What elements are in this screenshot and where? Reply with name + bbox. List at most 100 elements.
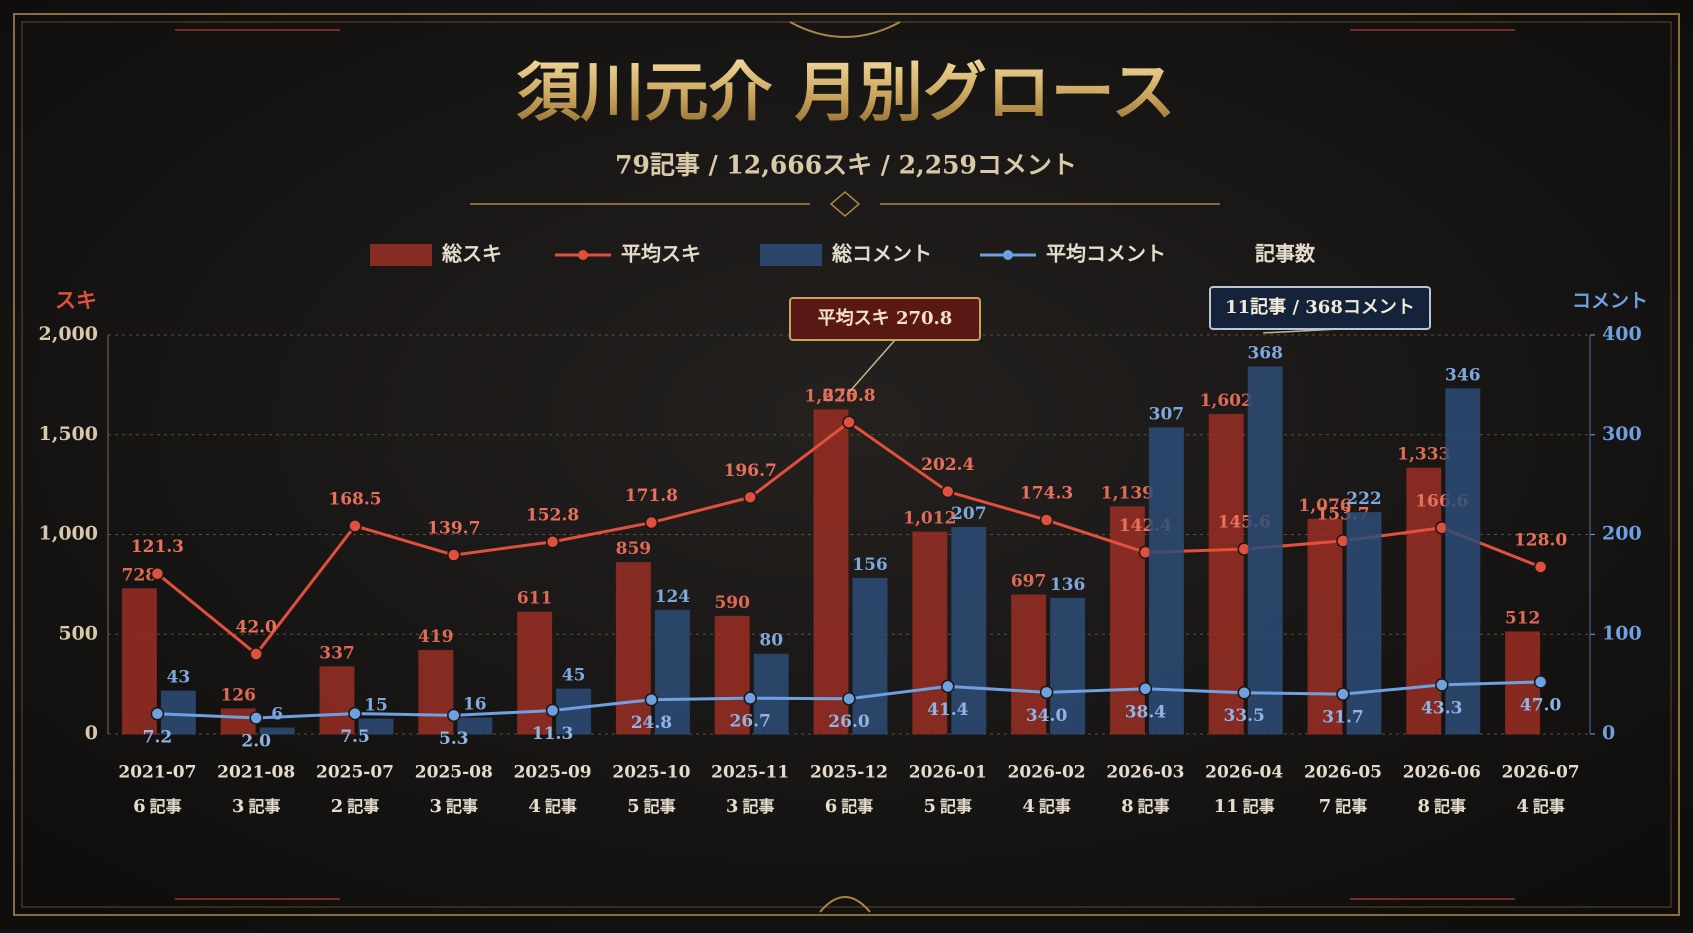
x-count-label: 2 記事 bbox=[331, 796, 380, 817]
bar bbox=[951, 527, 987, 735]
bar bbox=[1406, 467, 1442, 735]
y-tick-label: 500 bbox=[58, 622, 98, 644]
bar bbox=[1208, 413, 1244, 735]
bar bbox=[1307, 518, 1343, 735]
bar-label: 80 bbox=[759, 631, 783, 651]
bar-label: 45 bbox=[562, 666, 586, 686]
annotation-box bbox=[789, 297, 981, 341]
y2-tick-label: 400 bbox=[1602, 323, 1642, 345]
x-count-label: 5 記事 bbox=[924, 796, 973, 817]
line-point bbox=[249, 711, 263, 725]
line-point bbox=[842, 415, 856, 430]
bar bbox=[1148, 427, 1184, 735]
annotation-text: 11記事 / 368コメント bbox=[1225, 296, 1415, 318]
line-label: 7.5 bbox=[340, 727, 370, 747]
line-point bbox=[1533, 675, 1548, 689]
bar-label: 1,139 bbox=[1101, 483, 1154, 503]
count-unit: 記事 bbox=[1434, 797, 1466, 816]
y2-axis-title: コメント bbox=[1572, 290, 1648, 312]
bar-label: 512 bbox=[1505, 608, 1541, 628]
line-point bbox=[743, 490, 757, 505]
x-tick-label: 2026-05 bbox=[1304, 763, 1382, 783]
line-point bbox=[1039, 513, 1054, 527]
line-label: 5.3 bbox=[439, 729, 469, 749]
y-tick-label: 1,000 bbox=[39, 523, 99, 545]
x-count-label: 4 記事 bbox=[1022, 796, 1071, 817]
annotation-text: 平均スキ 270.8 bbox=[818, 307, 953, 329]
legend-swatch bbox=[370, 244, 432, 266]
count-value: 2 bbox=[331, 796, 344, 817]
line-point bbox=[941, 679, 955, 694]
bar bbox=[813, 409, 849, 735]
count-unit: 記事 bbox=[446, 797, 478, 816]
bar-label: 859 bbox=[616, 539, 652, 559]
bar-label: 126 bbox=[220, 685, 256, 705]
line-label: 34.0 bbox=[1026, 706, 1068, 726]
x-count-label: 3 記事 bbox=[726, 796, 775, 817]
y-tick-label: 2,000 bbox=[39, 323, 99, 345]
line-point bbox=[249, 647, 263, 661]
line-point bbox=[1533, 560, 1548, 574]
bar bbox=[220, 708, 256, 735]
x-count-label: 3 記事 bbox=[430, 796, 479, 817]
frame bbox=[13, 13, 1680, 916]
x-tick-label: 2026-07 bbox=[1502, 763, 1580, 783]
bar bbox=[1445, 388, 1481, 735]
x-tick-label: 2026-03 bbox=[1106, 763, 1184, 783]
line-point bbox=[150, 707, 165, 721]
ornament bbox=[789, 21, 901, 913]
x-count-label: 4 記事 bbox=[528, 796, 577, 817]
bar bbox=[121, 588, 157, 735]
count-value: 4 bbox=[1516, 796, 1529, 817]
count-value: 4 bbox=[528, 796, 541, 817]
bar bbox=[654, 609, 690, 735]
bar-label: 124 bbox=[655, 587, 691, 607]
legend-point bbox=[1003, 250, 1013, 260]
legend-label: 平均コメント bbox=[1046, 242, 1166, 266]
line-point bbox=[545, 703, 560, 718]
bar bbox=[753, 653, 789, 735]
count-unit: 記事 bbox=[841, 797, 873, 816]
line-label: 171.8 bbox=[625, 486, 678, 506]
count-value: 3 bbox=[430, 796, 443, 817]
x-count-label: 7 記事 bbox=[1319, 796, 1368, 817]
bar-label: 337 bbox=[319, 643, 355, 663]
line-label: 121.3 bbox=[131, 537, 184, 557]
y-tick-label: 0 bbox=[85, 722, 98, 744]
x-count-label: 5 記事 bbox=[627, 796, 676, 817]
legend-label: 総スキ bbox=[441, 242, 502, 266]
annotation-box bbox=[1209, 286, 1431, 330]
x-count-label: 6 記事 bbox=[825, 796, 874, 817]
count-value: 3 bbox=[726, 796, 739, 817]
x-count-label: 3 記事 bbox=[232, 796, 281, 817]
bar-label: 728 bbox=[122, 565, 158, 585]
count-unit: 記事 bbox=[545, 797, 577, 816]
line-point bbox=[644, 515, 659, 530]
chart-subtitle: 79記事 / 12,666スキ / 2,259コメント bbox=[615, 151, 1077, 180]
count-unit: 記事 bbox=[940, 797, 972, 816]
count-unit: 記事 bbox=[1138, 797, 1170, 816]
line-label: 7.2 bbox=[143, 727, 173, 747]
line-label: 270.8 bbox=[822, 386, 875, 406]
bar bbox=[1346, 512, 1382, 735]
x-tick-label: 2026-04 bbox=[1205, 763, 1283, 783]
line-point bbox=[941, 484, 955, 499]
bar bbox=[1247, 366, 1283, 735]
line-label: 168.5 bbox=[328, 489, 381, 509]
bar-label: 207 bbox=[951, 504, 987, 524]
count-unit: 記事 bbox=[150, 797, 182, 816]
bar bbox=[517, 611, 553, 735]
divider bbox=[470, 191, 1220, 217]
x-count-label: 6 記事 bbox=[133, 796, 182, 817]
count-unit: 記事 bbox=[1335, 797, 1367, 816]
count-value: 4 bbox=[1022, 796, 1035, 817]
x-count-label: 8 記事 bbox=[1418, 796, 1467, 817]
line-point bbox=[743, 691, 757, 705]
line-label: 31.7 bbox=[1322, 708, 1363, 728]
count-value: 8 bbox=[1121, 796, 1134, 817]
x-tick-label: 2026-02 bbox=[1008, 763, 1086, 783]
bar-label: 307 bbox=[1149, 404, 1185, 424]
bar-label: 611 bbox=[517, 589, 553, 609]
line-label: 2.0 bbox=[241, 731, 271, 751]
